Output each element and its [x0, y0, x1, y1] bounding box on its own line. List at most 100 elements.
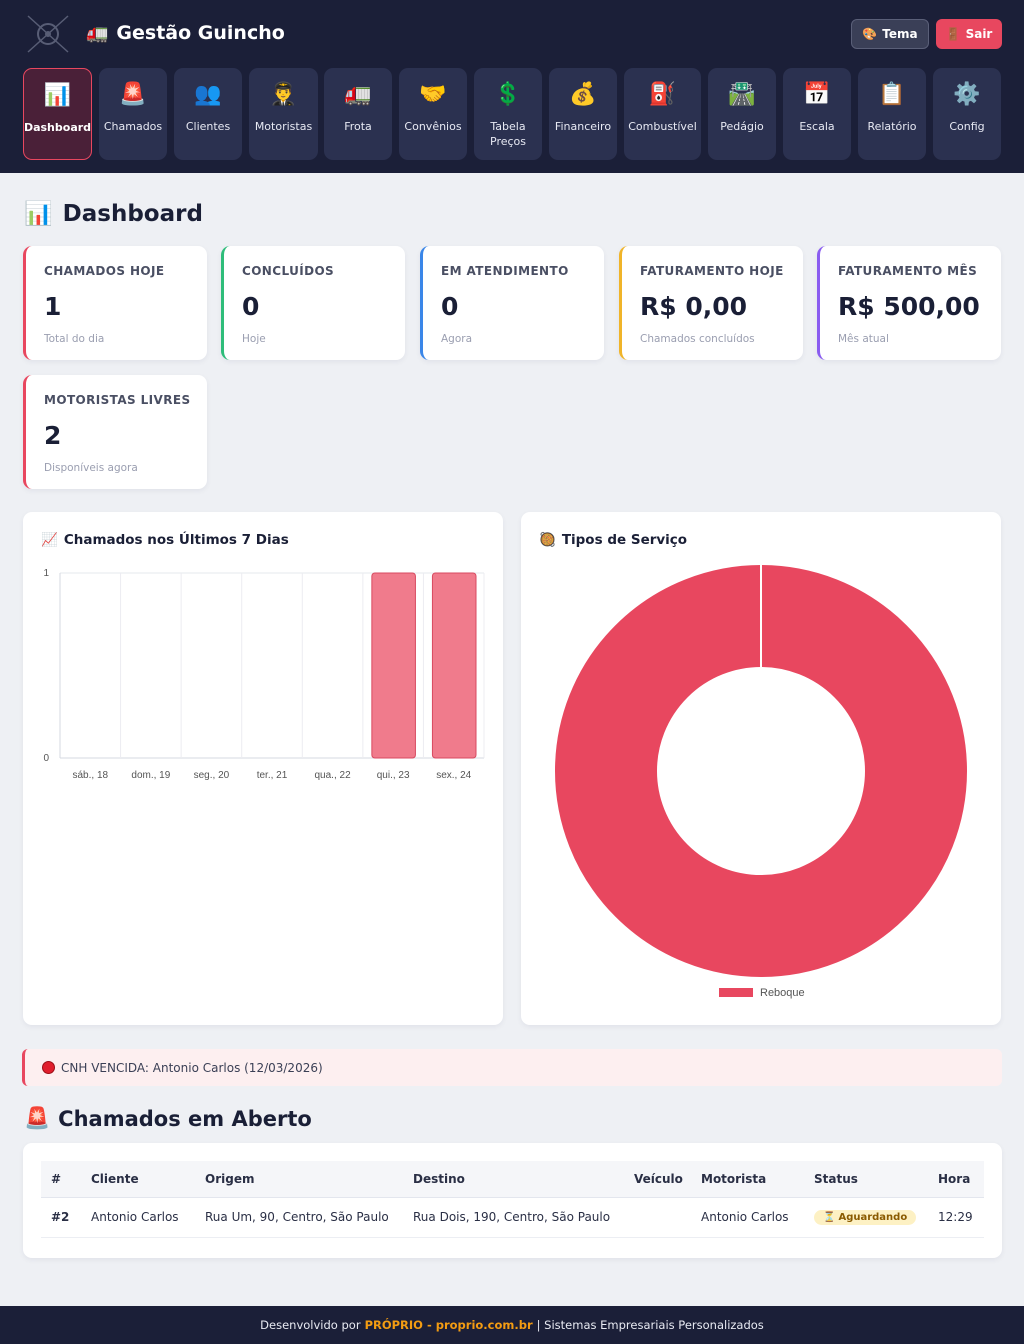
footer: Desenvolvido por PRÓPRIO - proprio.com.b… — [0, 1306, 1024, 1344]
nav-icon: 📊 — [43, 83, 72, 108]
stat-subtitle: Total do dia — [44, 333, 105, 345]
stat-card: CONCLUÍDOS 0 Hoje — [221, 246, 405, 360]
pie-chart-title-text: Tipos de Serviço — [561, 532, 688, 548]
x-tick-label: seg., 20 — [194, 770, 230, 781]
table-row[interactable]: #2 Antonio Carlos Rua Um, 90, Centro, Sã… — [41, 1197, 984, 1238]
stat-card: CHAMADOS HOJE 1 Total do dia — [23, 246, 207, 360]
palette-icon: 🎨 — [862, 27, 878, 41]
nav-item-pedágio[interactable]: 🛣️ Pedágio — [708, 68, 776, 160]
nav-icon: 🛣️ — [728, 82, 756, 107]
trend-up-icon: 📈 — [41, 532, 58, 548]
cell-veiculo — [624, 1197, 691, 1238]
truck-icon: 🚛 — [86, 22, 109, 44]
nav-item-dashboard[interactable]: 📊 Dashboard — [23, 68, 92, 160]
nav-icon: 🚛 — [344, 82, 372, 107]
nav-item-combustível[interactable]: ⛽ Combustível — [624, 68, 701, 160]
stat-title: CONCLUÍDOS — [242, 264, 335, 278]
open-calls-table: # Cliente Origem Destino Veículo Motoris… — [41, 1161, 984, 1238]
legend-label[interactable]: Reboque — [760, 987, 805, 999]
stat-card: MOTORISTAS LIVRES 2 Disponíveis agora — [23, 375, 207, 489]
footer-prefix: Desenvolvido por — [260, 1318, 361, 1332]
alert-text: CNH VENCIDA: Antonio Carlos (12/03/2026) — [61, 1060, 323, 1075]
nav-icon: 💰 — [569, 82, 597, 107]
nav-item-tabela-preços[interactable]: 💲 Tabela Preços — [474, 68, 542, 160]
cell-motorista: Antonio Carlos — [691, 1197, 804, 1238]
cell-id: #2 — [41, 1197, 81, 1238]
nav-icon: ⛽ — [648, 82, 677, 107]
logo-icon — [27, 15, 69, 53]
col-header-cliente[interactable]: Cliente — [81, 1161, 195, 1198]
stat-value: 2 — [44, 421, 62, 450]
nav-item-escala[interactable]: 📅 Escala — [783, 68, 851, 160]
nav-label: Chamados — [103, 120, 163, 133]
siren-icon: 🚨 — [24, 1106, 51, 1130]
nav-icon: 👨‍✈️ — [269, 82, 298, 107]
bar-chart-title-text: Chamados nos Últimos 7 Dias — [63, 532, 289, 548]
stat-card: EM ATENDIMENTO 0 Agora — [420, 246, 604, 360]
nav-label: Relatório — [867, 120, 917, 133]
col-header-status[interactable]: Status — [804, 1161, 928, 1198]
nav-item-relatório[interactable]: 📋 Relatório — [858, 68, 926, 160]
nav-label: Config — [949, 120, 985, 133]
stat-subtitle: Hoje — [242, 333, 266, 345]
bar[interactable] — [431, 572, 477, 759]
nav-item-convênios[interactable]: 🤝 Convênios — [399, 68, 467, 160]
x-tick-label: dom., 19 — [131, 770, 170, 781]
donut-chart: Reboque — [555, 565, 967, 999]
hourglass-icon: ⏳ — [823, 1212, 836, 1223]
nav-label: Frota — [344, 120, 372, 133]
nav-label: Motoristas — [254, 120, 313, 133]
x-tick-label: qui., 23 — [377, 770, 410, 781]
nav-icon: 📋 — [878, 82, 906, 107]
legend: Reboque — [719, 987, 805, 999]
nav-label: Dashboard — [23, 121, 92, 134]
stat-title: FATURAMENTO MÊS — [838, 264, 978, 278]
nav-label: Combustível — [628, 120, 697, 133]
logout-button-label: Sair — [965, 27, 993, 41]
nav-label: Tabela Preços — [490, 120, 526, 148]
nav-icon: ⚙️ — [953, 82, 981, 107]
page-title: 📊 Dashboard — [24, 200, 203, 228]
logout-button[interactable]: 🚪 Sair — [936, 19, 1002, 49]
col-header-origem[interactable]: Origem — [195, 1161, 403, 1198]
pie-chart-title: 🥘 Tipos de Serviço — [539, 532, 687, 548]
col-header-motorista[interactable]: Motorista — [691, 1161, 804, 1198]
x-tick-label: sex., 24 — [436, 770, 471, 781]
nav-item-clientes[interactable]: 👥 Clientes — [174, 68, 242, 160]
app-brand[interactable]: 🚛 Gestão Guincho — [86, 22, 285, 44]
theme-button[interactable]: 🎨 Tema — [851, 19, 929, 49]
nav-item-financeiro[interactable]: 💰 Financeiro — [549, 68, 617, 160]
page-title-text: Dashboard — [62, 200, 203, 227]
nav-item-chamados[interactable]: 🚨 Chamados — [99, 68, 167, 160]
stat-subtitle: Agora — [441, 333, 473, 345]
chart-icon: 📊 — [24, 201, 53, 227]
open-calls-title-text: Chamados em Aberto — [58, 1106, 312, 1131]
bar-chart: 0 1 sáb., 18 dom., 19 seg., 20 ter., 21 qua., … — [43, 568, 485, 781]
stat-title: EM ATENDIMENTO — [441, 264, 569, 278]
nav-item-motoristas[interactable]: 👨‍✈️ Motoristas — [249, 68, 318, 160]
stat-card: FATURAMENTO MÊS R$ 500,00 Mês atual — [817, 246, 1001, 360]
col-header-id[interactable]: # — [41, 1161, 81, 1198]
nav-icon: 👥 — [194, 82, 222, 107]
bar-chart-card: 📈 Chamados nos Últimos 7 Dias 0 1 sáb., 18… — [23, 512, 503, 1025]
main-nav: 📊 Dashboard 🚨 Chamados 👥 Clientes 👨‍✈️ Motorist… — [0, 68, 1024, 160]
col-header-destino[interactable]: Destino — [403, 1161, 624, 1198]
footer-brand-link[interactable]: PRÓPRIO - proprio.com.br — [364, 1318, 533, 1332]
nav-icon: 📅 — [803, 82, 831, 107]
open-calls-card: # Cliente Origem Destino Veículo Motoris… — [23, 1143, 1002, 1258]
stat-subtitle: Chamados concluídos — [640, 333, 755, 345]
stat-value: R$ 500,00 — [838, 292, 980, 321]
nav-label: Convênios — [404, 120, 462, 133]
theme-button-label: Tema — [882, 27, 918, 41]
stat-title: MOTORISTAS LIVRES — [44, 393, 191, 407]
bar[interactable] — [371, 572, 416, 759]
col-header-hora[interactable]: Hora — [928, 1161, 984, 1198]
col-header-veiculo[interactable]: Veículo — [624, 1161, 691, 1198]
stat-title: FATURAMENTO HOJE — [640, 264, 784, 278]
stat-value: 0 — [441, 292, 459, 321]
nav-item-config[interactable]: ⚙️ Config — [933, 68, 1001, 160]
nav-item-frota[interactable]: 🚛 Frota — [324, 68, 392, 160]
x-tick-label: sáb., 18 — [72, 770, 108, 781]
pie-chart-card: 🥘 Tipos de Serviço Reboque — [521, 512, 1001, 1025]
bar-chart-title: 📈 Chamados nos Últimos 7 Dias — [41, 532, 289, 548]
